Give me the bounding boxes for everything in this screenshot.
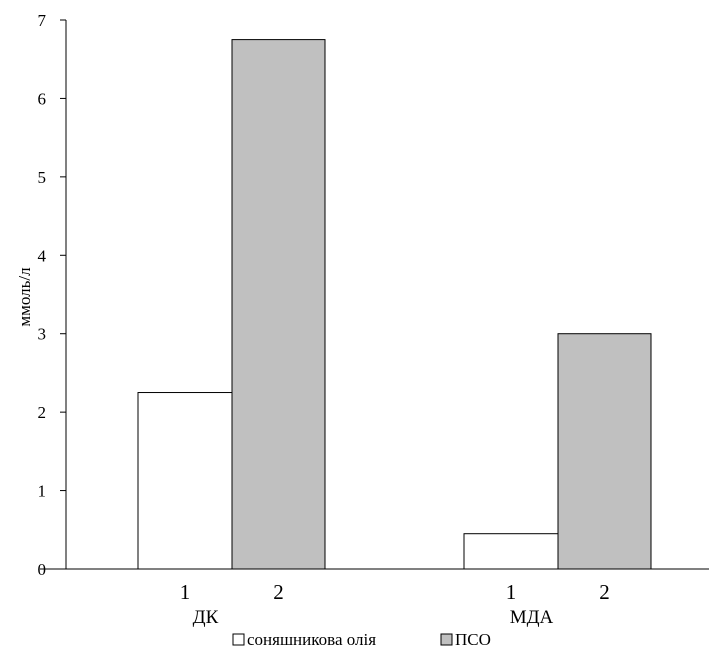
legend-swatch-1 — [232, 633, 245, 646]
y-tick-label: 4 — [38, 246, 47, 265]
y-tick-label: 5 — [38, 168, 47, 187]
legend-label-2: ПСО — [455, 630, 491, 649]
bar-1-2 — [231, 39, 326, 570]
bar-number-label: 2 — [273, 580, 284, 604]
bar-number-label: 1 — [180, 580, 191, 604]
bar-2-2 — [557, 333, 652, 570]
y-tick-label: 3 — [38, 325, 47, 344]
legend-label-1: соняшникова олія — [247, 630, 376, 649]
legend-swatch-2 — [440, 633, 453, 646]
legend: соняшникова олія ПСО — [232, 630, 491, 649]
bar-2-1 — [463, 533, 559, 570]
category-label: МДА — [510, 607, 554, 628]
y-tick-label: 6 — [38, 89, 47, 108]
y-tick-label: 1 — [38, 482, 47, 501]
y-tick-label: 2 — [38, 403, 47, 422]
bars — [137, 39, 652, 570]
bar-1-1 — [137, 392, 233, 570]
bar-number-label: 2 — [599, 580, 610, 604]
y-tick-label: 7 — [38, 11, 47, 30]
category-label: ДК — [193, 607, 219, 628]
bar-number-label: 1 — [506, 580, 517, 604]
y-axis-label: ммоль/л — [15, 267, 34, 327]
